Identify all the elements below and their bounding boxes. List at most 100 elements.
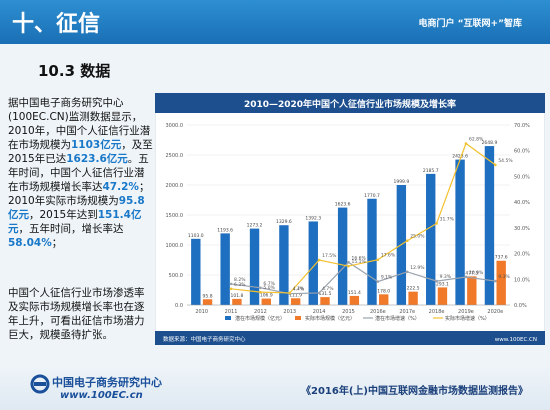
point: [435, 222, 438, 225]
text: ；: [51, 237, 63, 249]
bar: [496, 260, 506, 305]
bar: [426, 173, 436, 305]
line-label: 17.6%: [381, 253, 396, 259]
y2-tick-label: 0.0%: [514, 303, 527, 309]
logo: [30, 374, 50, 394]
point: [464, 275, 468, 279]
site: www.100EC.CN: [495, 337, 537, 343]
highlight: 58.04%: [8, 237, 52, 249]
footer-org: 中国电子商务研究中心: [52, 376, 162, 389]
x-tick-label: 2019e: [458, 309, 474, 315]
y-tick-label: 2500.0: [166, 153, 184, 159]
chart-title: 2010—2020年中国个人征信行业市场规模及增长率: [244, 98, 456, 110]
bar-label: 2648.9: [482, 140, 498, 146]
line-label: 25.0%: [410, 234, 425, 240]
bar-label: 2423.6: [452, 154, 468, 160]
point: [435, 279, 438, 283]
bar-label: 1392.3: [305, 215, 321, 221]
bar-label: 178.0: [377, 288, 390, 294]
bar-label: 1623.6: [335, 202, 351, 208]
y2-tick-label: 60.0%: [514, 149, 530, 155]
bar: [261, 298, 271, 305]
text: 据中国电子商务研究中心(100EC.CN)监测数据显示，2010年，中国个人征信…: [8, 97, 151, 151]
bar-label: 1103.0: [188, 233, 204, 239]
point: [494, 279, 497, 283]
legend-label: 实际市场规模（亿元）: [305, 315, 355, 322]
bar: [367, 198, 377, 305]
y-tick-label: 1000.0: [166, 243, 184, 249]
footer-bar: [0, 366, 550, 410]
bar: [279, 225, 289, 305]
point: [405, 239, 409, 243]
point: [259, 286, 262, 290]
bar: [191, 238, 201, 305]
x-tick-label: 2012: [254, 309, 267, 315]
line-label: 15.1%: [352, 259, 367, 265]
point: [347, 264, 350, 268]
line-label: 9.1%: [381, 275, 393, 281]
legend-label: 实际市场增速（%）: [445, 315, 490, 322]
chart: 2010—2020年中国个人征信行业市场规模及增长率 数据来源：中国电子商务研究…: [155, 93, 545, 345]
bar: [408, 291, 418, 305]
bar: [337, 207, 348, 305]
x-tick-label: 2017e: [399, 309, 415, 315]
text: ，及至2015年已达: [8, 139, 153, 165]
point: [376, 258, 380, 262]
paragraph: 据中国电子商务研究中心(100EC.CN)监测数据显示，2010年，中国个人征信…: [8, 96, 154, 250]
x-tick-label: 2015: [342, 309, 355, 315]
bar: [467, 276, 477, 305]
x-tick-label: 2011: [225, 309, 238, 315]
line-label: 4.4%: [293, 287, 305, 293]
text: ，2015年达到: [29, 209, 98, 221]
x-tick-label: 2013: [283, 309, 296, 315]
bar-label: 1329.6: [276, 219, 292, 225]
bar: [437, 287, 448, 305]
y2-tick-label: 30.0%: [514, 226, 530, 232]
chart-title-bar: [155, 93, 545, 113]
line-label: 16.6%: [352, 255, 367, 261]
y2-tick-label: 20.0%: [514, 252, 530, 258]
point: [494, 163, 497, 167]
paragraph: 中国个人征信行业市场渗透率及实际市场规模增长率也在逐年上升，可看出征信市场潜力巨…: [8, 286, 154, 342]
header-bar: [0, 0, 550, 44]
line-label: 4.7%: [293, 286, 305, 292]
section-title: 10.3 数据: [38, 62, 111, 80]
point: [405, 270, 409, 274]
x-tick-label: 2016e: [370, 309, 386, 315]
highlight: 95.8亿元: [8, 195, 145, 221]
line-label: 31.7%: [440, 216, 455, 222]
x-tick-label: 2020e: [487, 309, 503, 315]
y-tick-label: 3000.0: [166, 123, 184, 129]
bar-label: 1770.7: [364, 193, 380, 199]
bar-label: 106.9: [260, 293, 273, 299]
header-title: 十、征信: [12, 12, 101, 37]
bar-label: 95.8: [203, 293, 213, 299]
text: ，五年时间，增长率达: [18, 223, 124, 235]
bar: [484, 146, 495, 305]
line-label: 10.9%: [469, 270, 484, 276]
bar-label: 293.1: [436, 281, 449, 287]
bar-label: 222.5: [407, 286, 420, 292]
legend-label: 潜在市场增速（%）: [375, 315, 420, 322]
legend-swatch: [295, 316, 301, 320]
highlight: 1103亿元: [71, 139, 122, 151]
line-label: 17.5%: [322, 253, 337, 259]
bar-label: 1273.2: [247, 223, 263, 229]
bar: [320, 297, 330, 305]
bar: [202, 299, 213, 305]
y2-tick-label: 70.0%: [514, 123, 530, 129]
bar: [379, 294, 389, 305]
y-tick-label: 2000.0: [166, 183, 184, 189]
point: [288, 291, 292, 295]
line-label: 8.2%: [234, 277, 246, 283]
line-label: 54.5%: [498, 158, 513, 164]
x-tick-label: 2018e: [429, 309, 445, 315]
bar-label: 2185.7: [423, 168, 439, 174]
bar-label: 1193.6: [217, 227, 233, 233]
legend-swatch: [225, 316, 231, 320]
y-tick-label: 0.0: [175, 303, 183, 309]
x-tick-label: 2014: [313, 309, 326, 315]
bar: [290, 298, 301, 305]
bar-label: 131.5: [319, 291, 332, 297]
